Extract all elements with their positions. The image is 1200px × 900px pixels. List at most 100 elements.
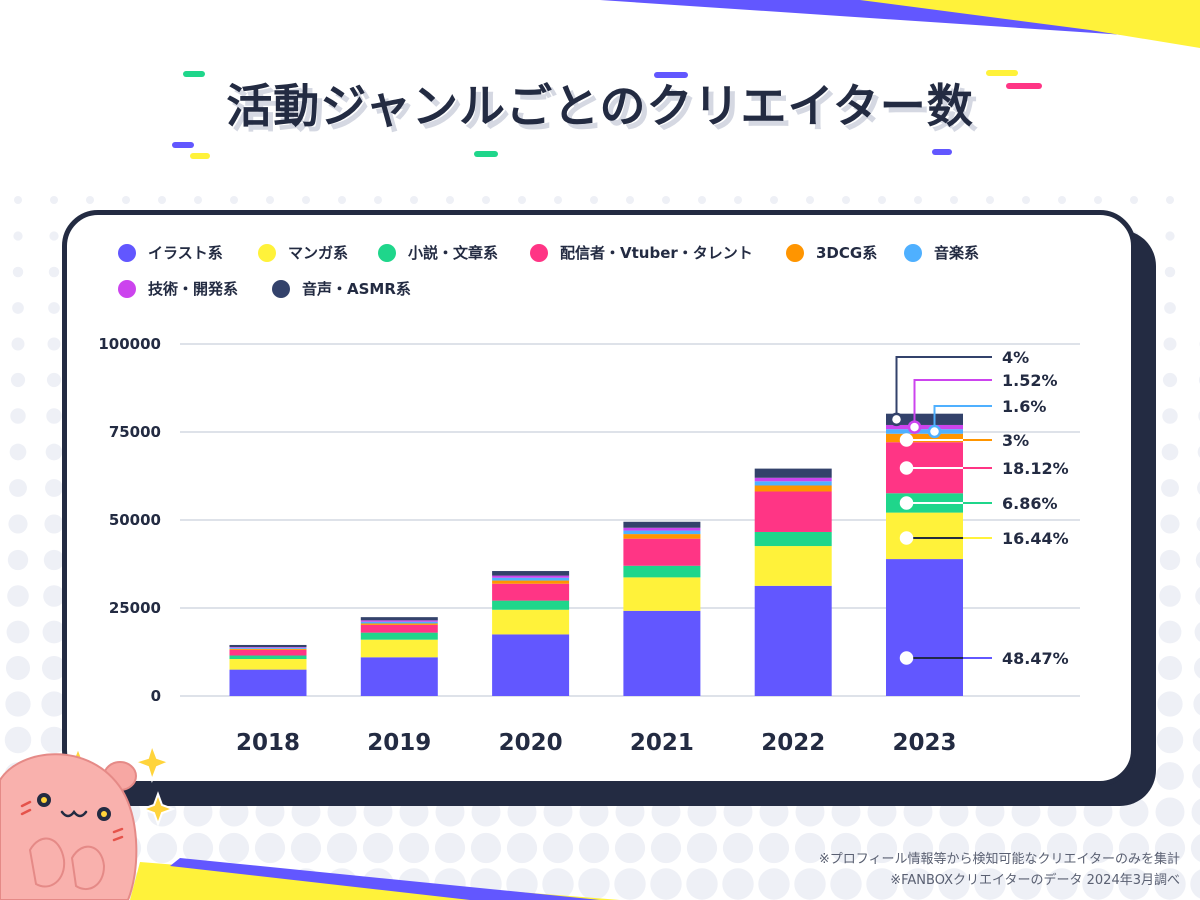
background-dot [1165,231,1175,241]
background-dot [1164,266,1176,278]
background-dot [42,620,66,644]
background-dot [44,514,64,534]
title-dash [183,71,205,77]
background-dot [1161,443,1179,461]
title-area: 活動ジャンルごとのクリエイター数 [0,70,1200,136]
bar-segment [623,521,701,528]
background-dot [974,832,1006,864]
bar-segment [229,649,307,656]
background-dot [182,832,214,864]
legend-item: 音声・ASMR系 [272,278,411,299]
background-dot [41,691,67,717]
bar-segment [229,669,307,696]
background-dot [1163,337,1177,351]
background-dot [13,231,23,241]
background-dot [866,832,898,864]
legend-item: 3DCG系 [786,242,877,263]
background-dot [578,868,610,900]
y-tick-label: 75000 [109,423,161,441]
legend-swatch [378,243,396,262]
title-dash [986,70,1018,76]
bar-segment [360,657,438,696]
background-dot [4,726,32,754]
legend-item: イラスト系 [118,242,223,263]
legend-swatch [118,243,136,262]
background-dot [194,196,202,204]
background-dot [46,372,62,388]
background-dot [1192,728,1200,752]
legend-label: 技術・開発系 [148,280,239,298]
title-dash [474,151,498,157]
background-dot [1166,196,1174,204]
background-dot [1161,479,1179,497]
background-dot [122,196,130,204]
background-dot [1196,516,1200,532]
background-dot [1154,832,1186,864]
background-dot [1082,868,1114,900]
bar-segment [360,639,438,658]
bar-segment [492,577,570,581]
title-dash [932,149,952,155]
bar-segment [886,413,963,425]
annotation-marker [899,433,914,447]
background-dot [49,231,59,241]
background-dot [1046,832,1078,864]
legend-swatch [786,243,804,262]
data-label: 1.6% [1002,397,1046,416]
legend-label: 小説・文章系 [408,244,499,262]
annotation-leader [895,356,992,420]
background-dot [1191,798,1200,826]
legend-label: 音声・ASMR系 [302,280,411,298]
legend-swatch [530,243,548,262]
bar-segment [754,531,832,547]
background-dot [722,832,754,864]
background-dot [1157,655,1183,681]
background-dot [554,196,562,204]
bar-segment [754,491,832,532]
background-dot [362,832,394,864]
background-dot [518,196,526,204]
background-dot [43,585,65,607]
bar-segment [623,577,701,611]
bar-segment [623,534,701,539]
background-dot [1159,549,1181,571]
background-dot [1156,762,1184,790]
bar-segment [754,485,832,492]
background-dot [1010,832,1042,864]
background-dot [266,196,274,204]
background-dot [614,832,646,864]
bar-segment [754,481,832,486]
footnote: ※FANBOXクリエイターのデータ 2024年3月調べ [890,873,1180,888]
bar-segment [754,585,832,696]
page-title: 活動ジャンルごとのクリエイター数 [226,79,974,133]
background-dot [398,832,430,864]
background-dot [146,832,178,864]
bar-segment [229,644,307,648]
background-dot [9,479,27,497]
background-dot [626,196,634,204]
sparkle-icon [131,741,172,784]
background-dot [866,868,898,900]
legend-item: 小説・文章系 [378,242,498,263]
bar-segment [886,512,963,560]
background-dot [1094,196,1102,204]
background-dot [1082,832,1114,864]
background-dot [14,196,22,204]
background-dot [650,832,682,864]
bar-segment [360,617,438,621]
background-dot [1197,481,1200,495]
background-dot [12,266,24,278]
annotation-marker [889,412,904,427]
bar-segment [886,559,963,696]
bar-segment [623,527,701,531]
background-dot [1130,196,1138,204]
background-dot [230,196,238,204]
bar-segment [492,571,570,576]
background-dot [48,266,60,278]
background-dot [41,655,67,681]
background-dot [410,196,418,204]
background-dot [40,726,68,754]
background-dot [1195,587,1200,605]
